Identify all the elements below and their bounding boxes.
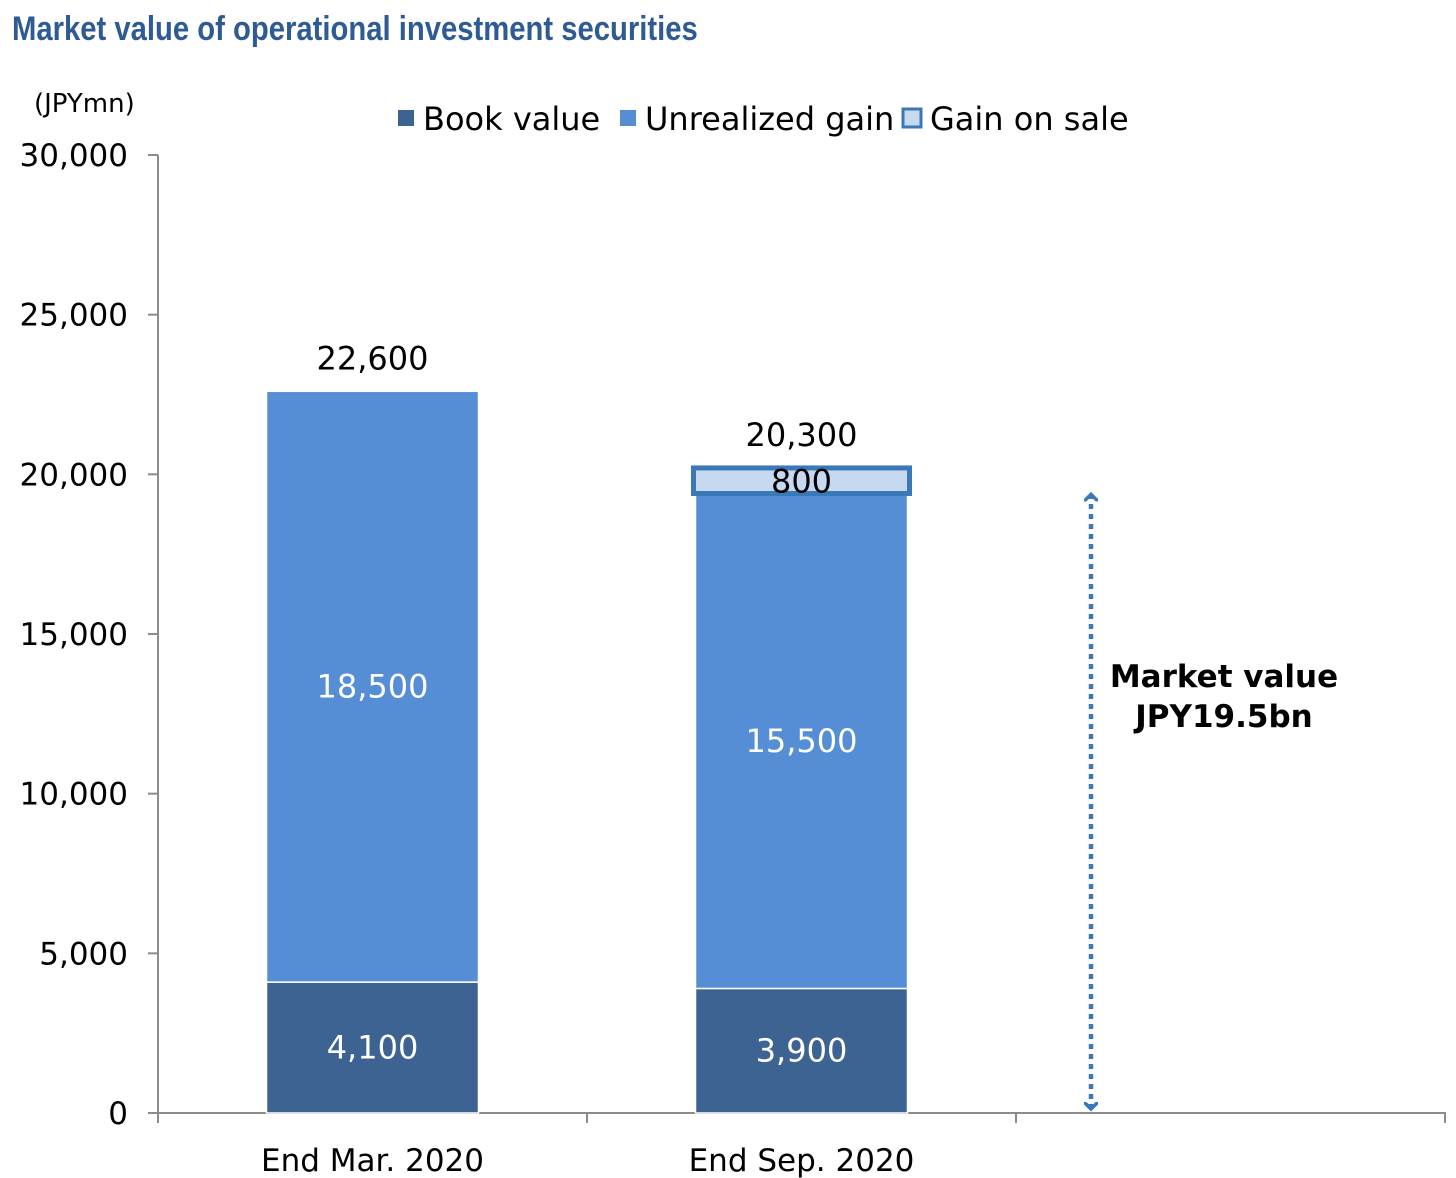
- legend-label-unrealized-gain: Unrealized gain: [645, 100, 894, 138]
- annotation-text: JPY19.5bn: [1133, 699, 1312, 735]
- y-tick-label: 30,000: [20, 138, 128, 174]
- legend-label-gain-on-sale: Gain on sale: [930, 100, 1129, 138]
- y-tick-label: 0: [108, 1096, 128, 1132]
- y-tick-label: 5,000: [39, 936, 128, 972]
- y-tick-label: 25,000: [20, 298, 128, 334]
- y-tick-label: 10,000: [20, 777, 128, 813]
- legend-label-book-value: Book value: [423, 100, 600, 138]
- y-axis: 0 5,000 10,000 15,000 20,000 25,000 30,000: [20, 138, 158, 1132]
- legend-swatch-unrealized-gain: [620, 110, 636, 126]
- data-label-unrealized-gain: 15,500: [746, 722, 858, 760]
- legend: Book value Unrealized gain Gain on sale: [398, 100, 1129, 138]
- y-tick-label: 15,000: [20, 617, 128, 653]
- annotation-text: Market value: [1110, 659, 1338, 695]
- data-label-book-value: 3,900: [756, 1032, 848, 1070]
- unit-label: (JPYmn): [34, 89, 135, 119]
- x-axis: End Mar. 2020 End Sep. 2020: [158, 1113, 1446, 1178]
- bars: 4,100 18,500 22,600 3,900 15,500 800 20,300: [267, 339, 910, 1113]
- total-label: 22,600: [317, 339, 429, 377]
- x-tick-label: End Mar. 2020: [261, 1143, 484, 1178]
- total-label: 20,300: [746, 416, 858, 454]
- market-value-annotation: Market value JPY19.5bn: [1091, 494, 1338, 1109]
- data-label-gain-on-sale: 800: [771, 463, 832, 501]
- data-label-book-value: 4,100: [327, 1029, 419, 1067]
- data-label-unrealized-gain: 18,500: [317, 668, 429, 706]
- legend-swatch-gain-on-sale: [903, 109, 921, 127]
- y-tick-label: 20,000: [20, 457, 128, 493]
- legend-swatch-book-value: [398, 110, 414, 126]
- x-tick-label: End Sep. 2020: [689, 1143, 915, 1178]
